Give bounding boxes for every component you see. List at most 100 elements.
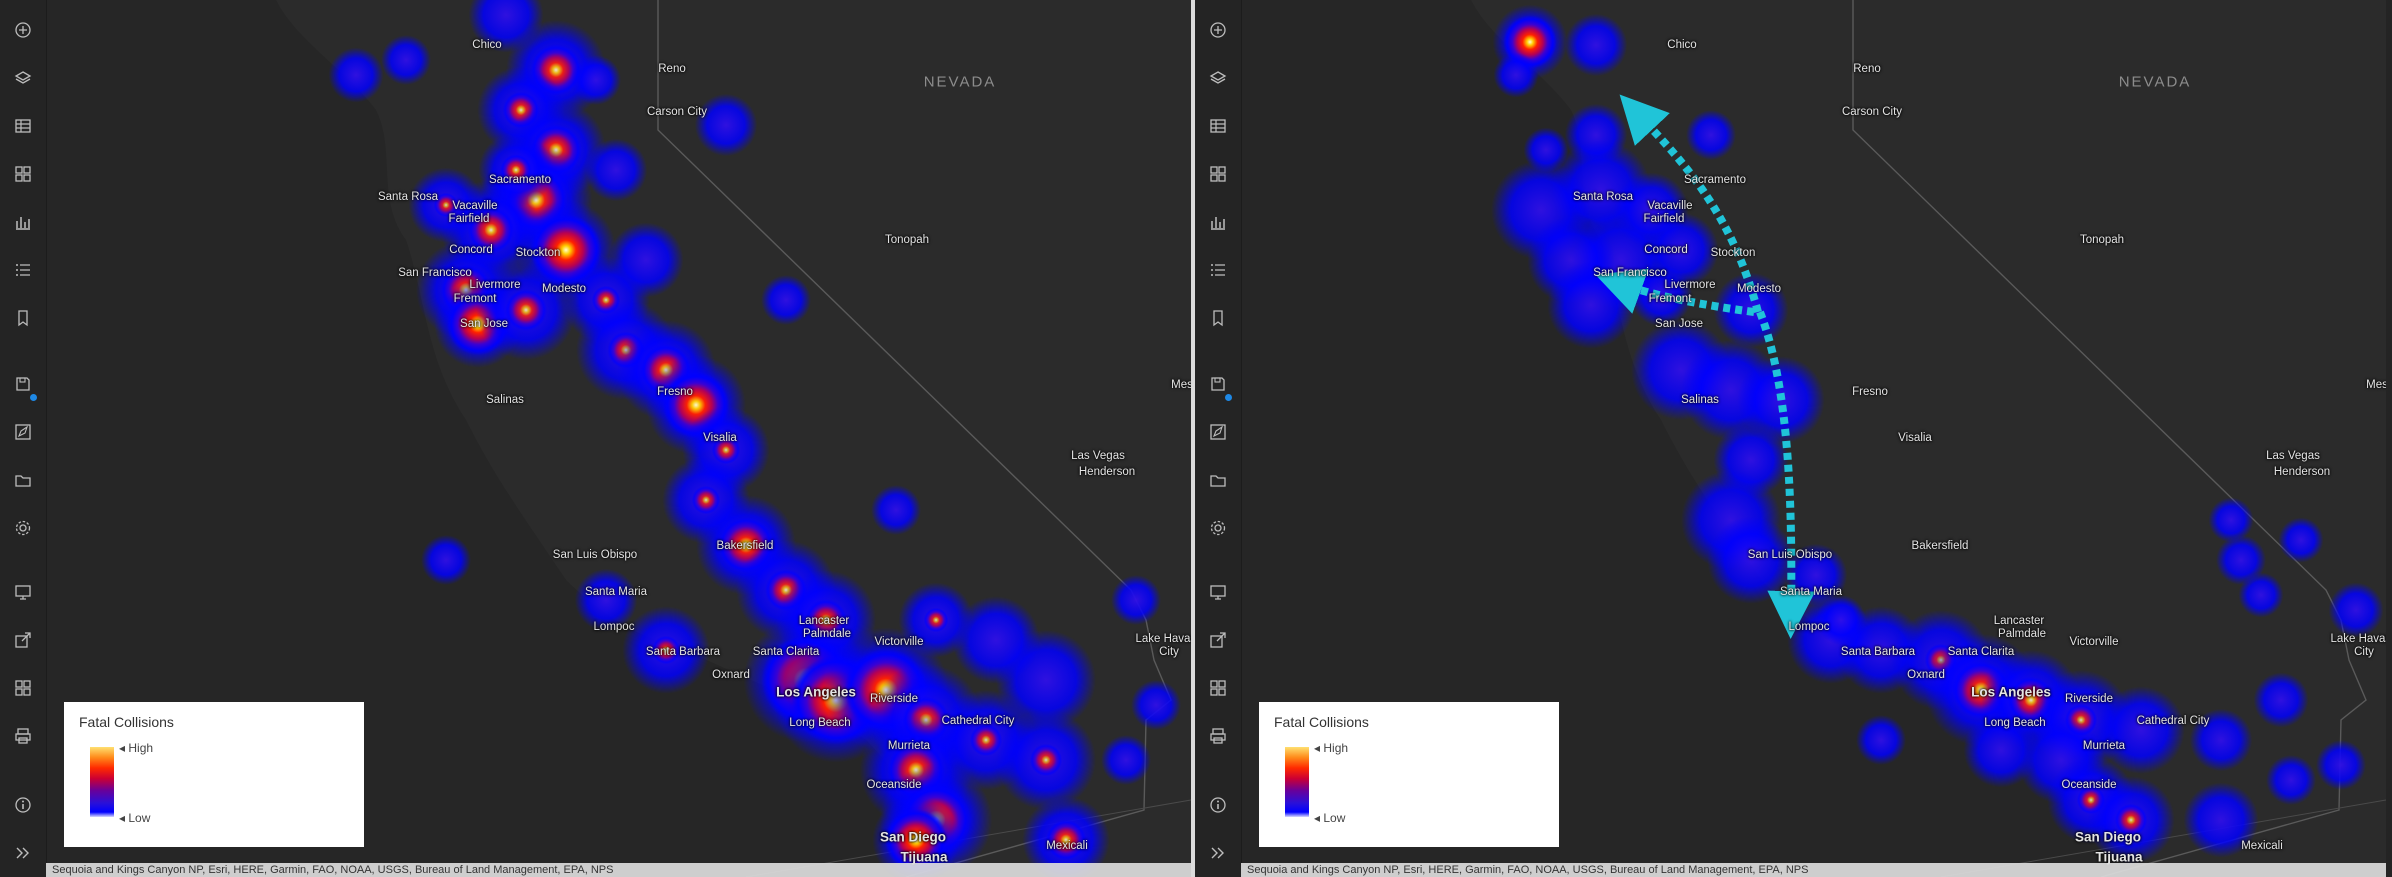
presentation-icon[interactable]: [1206, 580, 1230, 604]
arrow-to-chico: [1619, 94, 1762, 314]
expand-icon[interactable]: [11, 841, 35, 865]
basemap-gallery-icon[interactable]: [1206, 162, 1230, 186]
city-label-carson-city: Carson City: [646, 106, 708, 118]
legend-low-text: Low: [128, 811, 151, 825]
city-label-city: City: [1159, 646, 1179, 658]
city-label-livermore: Livermore: [1664, 279, 1716, 291]
map-view-right[interactable]: NEVADA Chico Reno Carson City Sacramento Sant…: [1195, 0, 2386, 877]
city-label-san-diego: San Diego: [879, 829, 947, 845]
city-label-lake-havasu: Lake Havasu: [1135, 633, 1191, 645]
heat-blob-base: [2183, 782, 2259, 858]
heat-blob-core: [433, 192, 459, 218]
save-icon[interactable]: [1206, 372, 1230, 396]
apps-icon[interactable]: [11, 676, 35, 700]
legend-list-icon[interactable]: [1206, 258, 1230, 282]
heat-blob-core: [1045, 819, 1087, 861]
city-label-tijuana: Tijuana: [2095, 849, 2143, 865]
chart-icon[interactable]: [1206, 210, 1230, 234]
table-icon[interactable]: [1206, 114, 1230, 138]
layers-icon[interactable]: [1206, 66, 1230, 90]
arrow-to-livermore: [1595, 268, 1755, 316]
edit-icon[interactable]: [1206, 420, 1230, 444]
heat-blob-base: [381, 35, 431, 85]
city-label-oceanside: Oceanside: [2061, 779, 2117, 791]
settings-icon[interactable]: [11, 516, 35, 540]
heat-blob-base: [2238, 572, 2284, 618]
heat-blob-core: [1029, 743, 1063, 777]
share-icon[interactable]: [11, 628, 35, 652]
city-label-concord: Concord: [449, 244, 493, 256]
toolbar: [1195, 0, 1242, 877]
city-label-victorville: Victorville: [874, 636, 924, 648]
layers-icon[interactable]: [11, 66, 35, 90]
city-label-fremont: Fremont: [1648, 293, 1692, 305]
city-label-tonopah: Tonopah: [2079, 234, 2125, 246]
presentation-icon[interactable]: [11, 580, 35, 604]
city-label-santa-maria: Santa Maria: [1779, 586, 1843, 598]
legend-high-text: High: [1323, 741, 1349, 755]
add-icon[interactable]: [11, 18, 35, 42]
city-label-reno: Reno: [1853, 63, 1881, 75]
heat-blob-base: [1707, 516, 1795, 604]
settings-icon[interactable]: [1206, 516, 1230, 540]
city-label-lancaster: Lancaster: [1993, 615, 2045, 627]
city-label-sacramento: Sacramento: [1683, 174, 1747, 186]
heat-blob-base: [2328, 582, 2384, 638]
open-folder-icon[interactable]: [1206, 468, 1230, 492]
state-label-nevada: NEVADA: [2118, 73, 2192, 91]
city-label-palmdale: Palmdale: [1998, 628, 2046, 640]
info-icon[interactable]: [11, 793, 35, 817]
heat-blob-base: [2253, 672, 2309, 728]
city-label-long-beach: Long Beach: [1984, 717, 2046, 729]
city-label-vacaville: Vacaville: [1647, 200, 1693, 212]
city-label-oxnard: Oxnard: [712, 669, 750, 681]
save-icon[interactable]: [11, 372, 35, 396]
share-icon[interactable]: [1206, 628, 1230, 652]
ocean-area: [46, 0, 946, 877]
heat-blob-core: [969, 723, 1003, 757]
chart-icon[interactable]: [11, 210, 35, 234]
city-label-las-vegas: Las Vegas: [2266, 450, 2320, 462]
city-label-modesto: Modesto: [541, 283, 587, 295]
city-label-lake-havasu: Lake Havasu: [2330, 633, 2386, 645]
legend-high-label: ◂ High: [1314, 741, 1349, 755]
heat-blob-base: [1101, 735, 1151, 785]
map-graphics: [1241, 0, 2386, 877]
table-icon[interactable]: [11, 114, 35, 138]
city-label-palmdale: Palmdale: [803, 628, 851, 640]
heat-blob-base: [1686, 110, 1736, 160]
city-label-bakersfield: Bakersfield: [716, 540, 774, 552]
edit-icon[interactable]: [11, 420, 35, 444]
bookmark-icon[interactable]: [11, 306, 35, 330]
basemap-gallery-icon[interactable]: [11, 162, 35, 186]
map-view-left[interactable]: NEVADA Chico Reno Carson City Sacramento Sant…: [0, 0, 1191, 877]
legend-panel: Fatal Collisions ◂ High ◂ Low: [1259, 702, 1559, 847]
heat-blob-core: [500, 154, 532, 186]
heat-blob-base: [694, 93, 758, 157]
heat-blob-base: [421, 535, 471, 585]
map-canvas[interactable]: NEVADA Chico Reno Carson City Sacramento Sant…: [1241, 0, 2386, 877]
info-icon[interactable]: [1206, 793, 1230, 817]
apps-icon[interactable]: [1206, 676, 1230, 700]
heat-blob-base: [1111, 575, 1161, 625]
heat-blob-base: [761, 275, 811, 325]
city-label-santa-maria: Santa Maria: [584, 586, 648, 598]
unsaved-indicator-dot: [1225, 394, 1232, 401]
map-canvas[interactable]: NEVADA Chico Reno Carson City Sacramento Sant…: [46, 0, 1191, 877]
bookmark-icon[interactable]: [1206, 306, 1230, 330]
print-icon[interactable]: [1206, 724, 1230, 748]
heat-blob-base: [2189, 708, 2253, 772]
panel-divider: [1191, 0, 1195, 877]
heat-blob-base: [2316, 740, 2366, 790]
city-label-stockton: Stockton: [1710, 247, 1756, 259]
heat-blob-base: [328, 47, 384, 103]
add-icon[interactable]: [1206, 18, 1230, 42]
expand-icon[interactable]: [1206, 841, 1230, 865]
heat-blob-base: [1963, 712, 2039, 788]
legend-list-icon[interactable]: [11, 258, 35, 282]
heat-blob-base: [1816, 595, 1866, 645]
print-icon[interactable]: [11, 724, 35, 748]
open-folder-icon[interactable]: [11, 468, 35, 492]
city-label-cathedral-city: Cathedral City: [941, 715, 1015, 727]
city-label-santa-rosa: Santa Rosa: [377, 191, 439, 203]
